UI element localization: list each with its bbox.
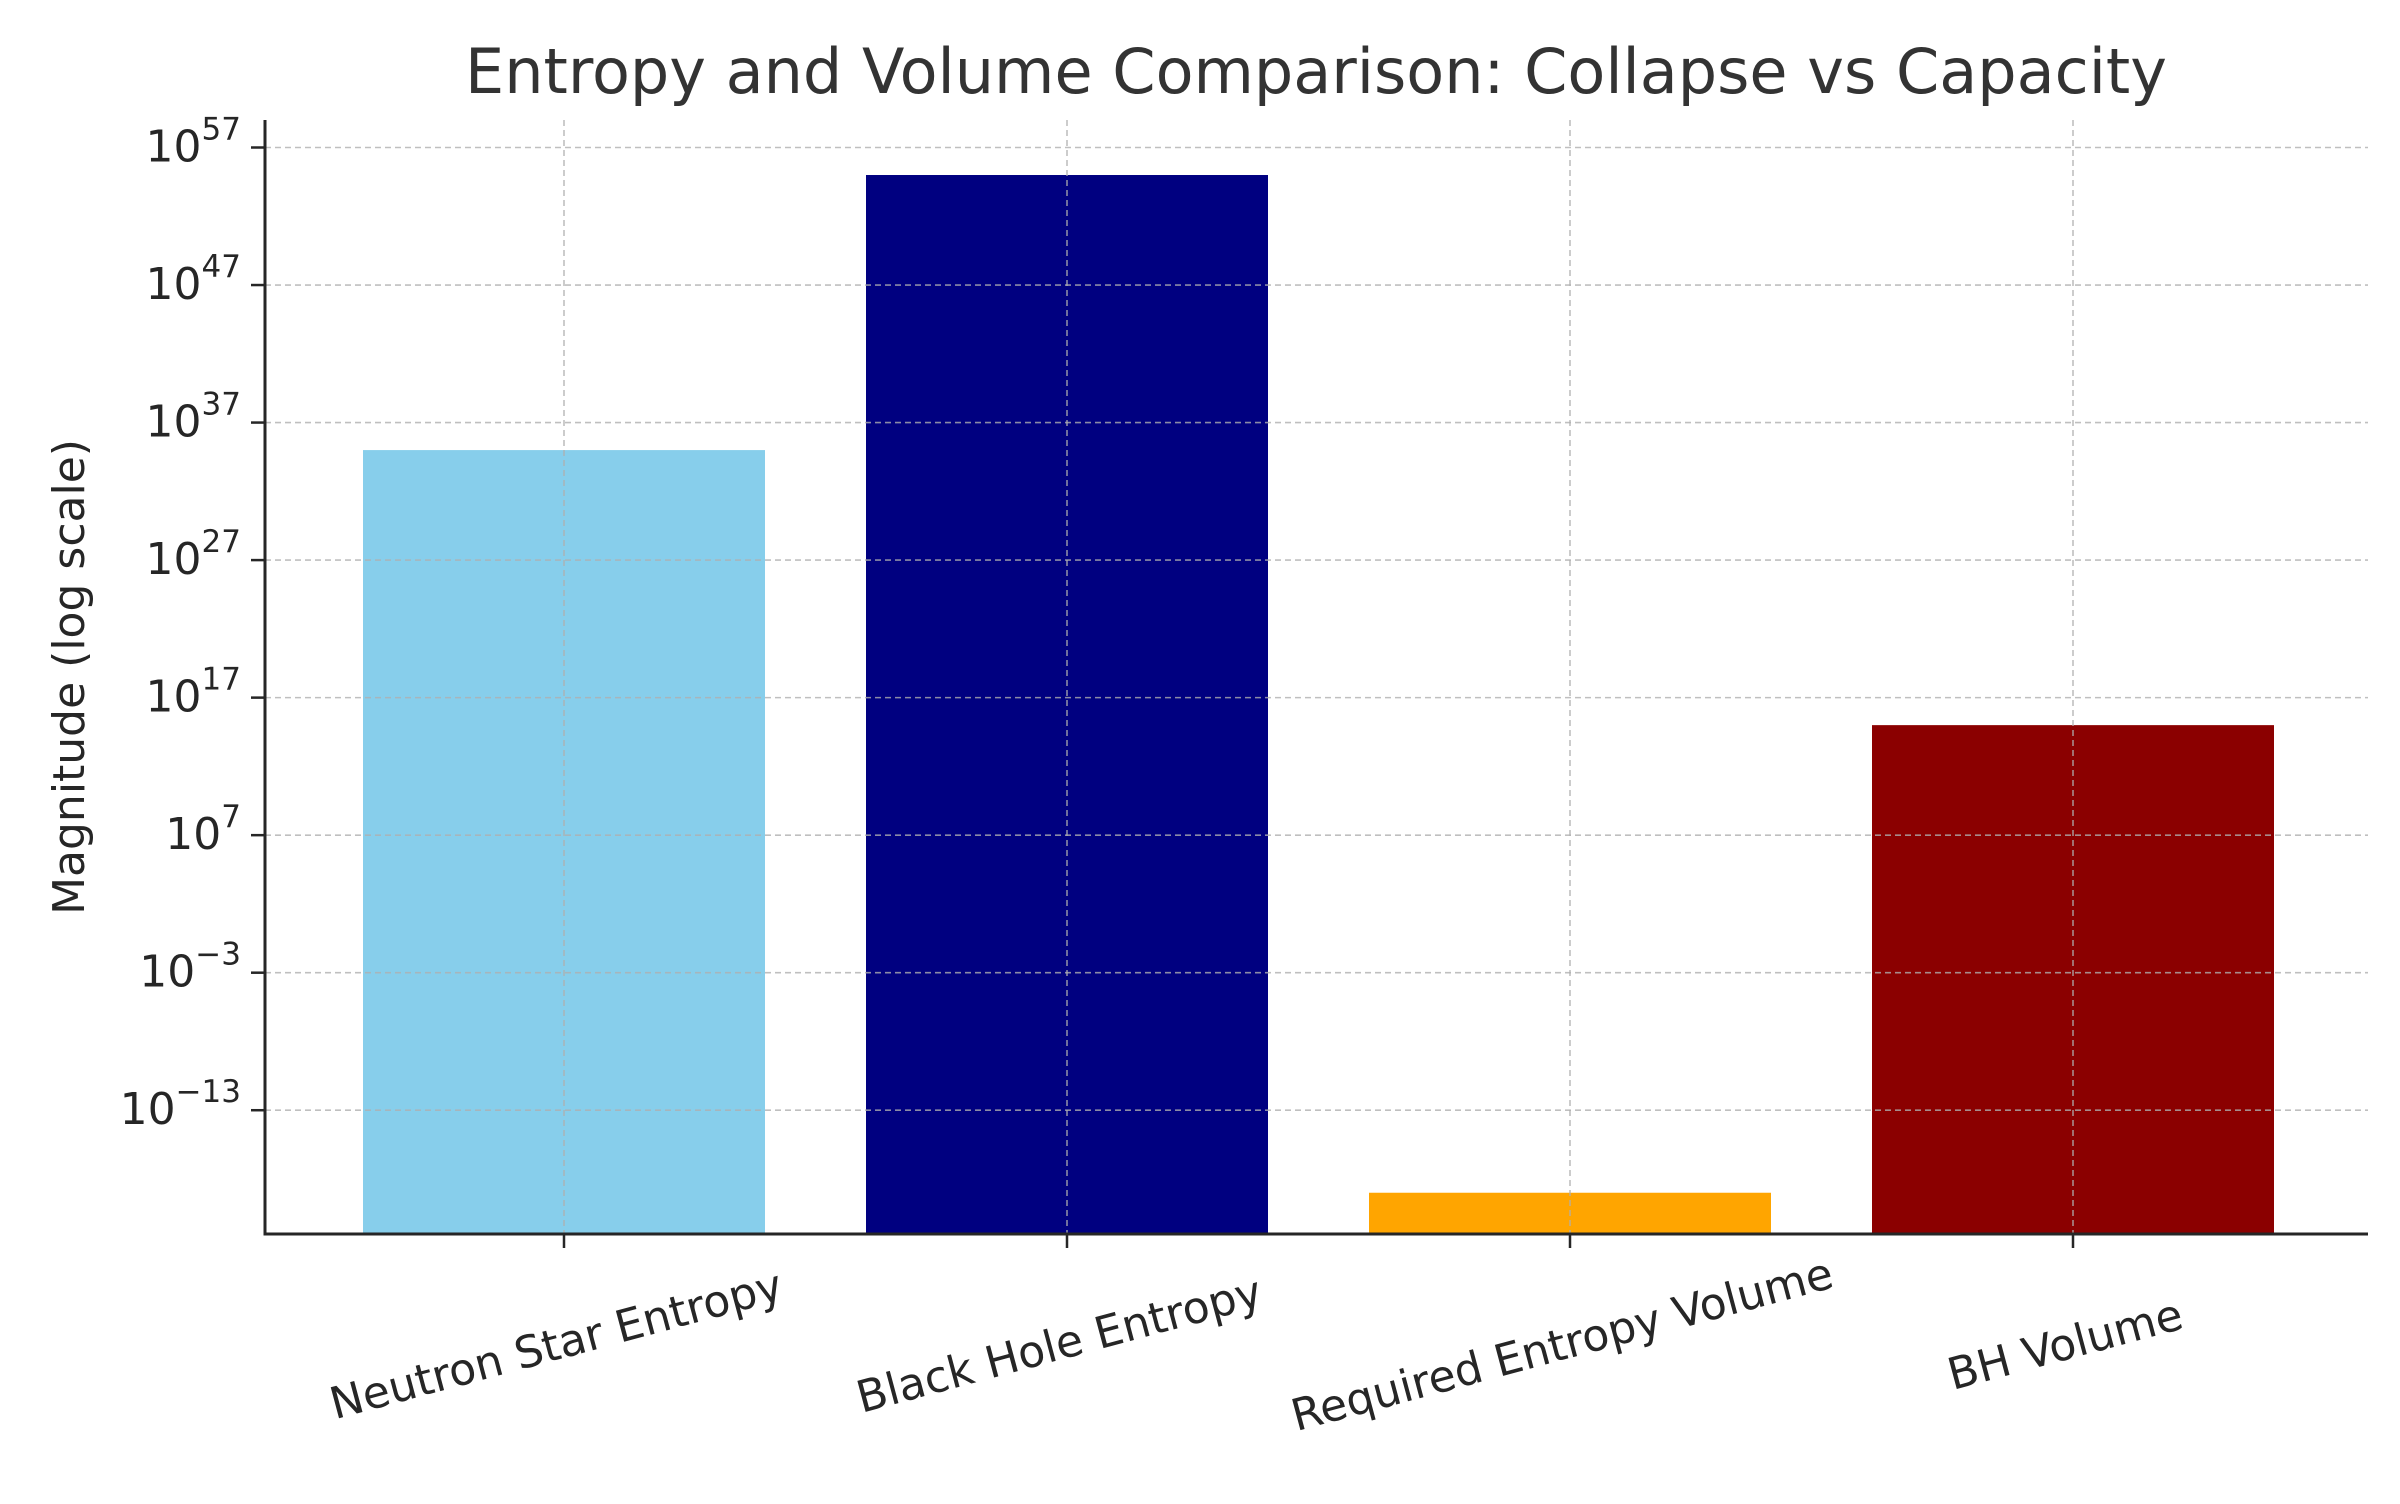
y-tick-label-3: 1027 [146, 524, 241, 585]
grid-layer [265, 120, 2368, 1234]
y-tick-label-5: 107 [165, 799, 241, 860]
bar-3 [1872, 725, 2274, 1234]
bar-layer [363, 175, 2274, 1235]
y-tick-label-7: 10−13 [120, 1074, 241, 1135]
y-tick-label-2: 1037 [146, 387, 241, 448]
chart-title: Entropy and Volume Comparison: Collapse … [465, 35, 2167, 108]
y-tick-label-6: 10−3 [139, 937, 241, 998]
x-tick-label-3: BH Volume [1942, 1289, 2188, 1401]
y-tick-label-4: 1017 [146, 662, 241, 723]
y-tick-label-0: 1057 [146, 112, 241, 173]
x-tick-label-2: Required Entropy Volume [1286, 1248, 1839, 1442]
axis-layer [263, 120, 2368, 1236]
y-tick-label-1: 1047 [146, 249, 241, 310]
x-tick-label-0: Neutron Star Entropy [324, 1260, 788, 1430]
y-axis-label: Magnitude (log scale) [44, 439, 95, 915]
x-tick-label-1: Black Hole Entropy [851, 1266, 1267, 1423]
